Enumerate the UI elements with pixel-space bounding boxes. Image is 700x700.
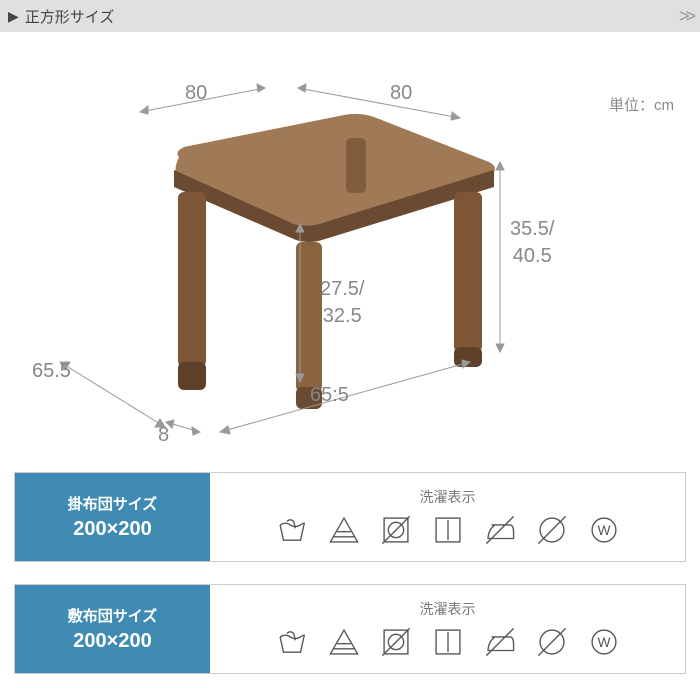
wetclean-icon: W [587,513,621,547]
quilt-size-row: 掛布団サイズ 200×200 洗濯表示 W [14,472,686,562]
quilt-size-label-box: 掛布団サイズ 200×200 [15,473,210,561]
dry-flat-icon [431,513,465,547]
no-iron-icon [483,625,517,659]
wetclean-icon: W [587,625,621,659]
no-tumble-dry-icon [379,513,413,547]
dry-flat-icon [431,625,465,659]
chevron-right-icon: >> [679,6,692,27]
header-title: 正方形サイズ [25,6,115,27]
bleach-icon [327,513,361,547]
dim-depth-left: 65.5 [32,358,71,385]
wash-icons-row: W [275,513,621,547]
mattress-size: 200×200 [73,630,151,653]
dim-width-left: 80 [185,80,207,107]
svg-text:W: W [597,635,610,650]
section-header: ▶ 正方形サイズ >> [0,0,700,32]
dim-foot-width: 8 [158,422,169,449]
no-dryclean-icon [535,625,569,659]
header-caret-icon: ▶ [8,8,19,25]
dim-depth-right: 65:5 [310,382,349,409]
bleach-icon [327,625,361,659]
dim-height-total: 35.5/ 40.5 [510,216,554,270]
mattress-title: 敷布団サイズ [68,605,158,626]
quilt-wash-box: 洗濯表示 W [210,473,685,561]
no-tumble-dry-icon [379,625,413,659]
handwash-icon [275,625,309,659]
mattress-size-row: 敷布団サイズ 200×200 洗濯表示 W [14,584,686,674]
wash-label: 洗濯表示 [420,599,476,619]
dimension-diagram: 単位：cm [0,32,700,472]
handwash-icon [275,513,309,547]
dim-height-leg: 27.5/ 32.5 [320,276,364,330]
table-illustration [124,112,504,412]
svg-text:W: W [597,523,610,538]
dim-width-right: 80 [390,80,412,107]
no-iron-icon [483,513,517,547]
quilt-size: 200×200 [73,518,151,541]
unit-label: 単位：cm [609,94,674,115]
mattress-size-label-box: 敷布団サイズ 200×200 [15,585,210,673]
wash-label: 洗濯表示 [420,487,476,507]
mattress-wash-box: 洗濯表示 W [210,585,685,673]
no-dryclean-icon [535,513,569,547]
quilt-title: 掛布団サイズ [68,493,158,514]
wash-icons-row: W [275,625,621,659]
